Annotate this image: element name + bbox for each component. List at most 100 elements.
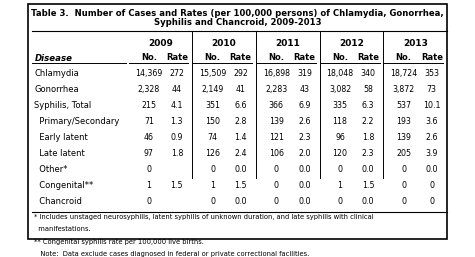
- Text: 193: 193: [396, 117, 411, 126]
- Text: Chlamydia: Chlamydia: [34, 69, 79, 78]
- Text: 0.0: 0.0: [362, 165, 374, 174]
- Text: 0: 0: [401, 181, 406, 190]
- Text: 96: 96: [335, 133, 345, 142]
- Text: 2,328: 2,328: [138, 85, 160, 94]
- Text: 2,149: 2,149: [201, 85, 224, 94]
- Text: 3.6: 3.6: [426, 117, 438, 126]
- Text: No.: No.: [332, 53, 348, 62]
- Text: 6.3: 6.3: [362, 101, 374, 110]
- Text: 340: 340: [361, 69, 376, 78]
- Text: 1: 1: [146, 181, 152, 190]
- Text: 118: 118: [332, 117, 347, 126]
- Text: Rate: Rate: [421, 53, 443, 62]
- Text: 353: 353: [424, 69, 439, 78]
- Text: 10.1: 10.1: [423, 101, 440, 110]
- Text: 2.3: 2.3: [362, 149, 374, 158]
- Text: 1.4: 1.4: [234, 133, 247, 142]
- Text: 1.8: 1.8: [171, 149, 183, 158]
- Text: 2.0: 2.0: [298, 149, 311, 158]
- Text: 272: 272: [170, 69, 184, 78]
- Text: 0.0: 0.0: [234, 165, 247, 174]
- Text: 74: 74: [208, 133, 218, 142]
- Text: 2012: 2012: [339, 39, 364, 48]
- Text: * Includes unstaged neurosyphilis, latent syphilis of unknown duration, and late: * Includes unstaged neurosyphilis, laten…: [34, 214, 374, 220]
- Text: 1.5: 1.5: [362, 181, 374, 190]
- Text: 14,369: 14,369: [135, 69, 162, 78]
- Text: 0: 0: [146, 197, 152, 206]
- Text: Rate: Rate: [166, 53, 188, 62]
- Text: Rate: Rate: [229, 53, 252, 62]
- Text: 73: 73: [427, 85, 437, 94]
- Text: 366: 366: [269, 101, 284, 110]
- Text: 1.3: 1.3: [171, 117, 183, 126]
- Text: 0.0: 0.0: [298, 181, 311, 190]
- Text: No.: No.: [205, 53, 220, 62]
- Text: 120: 120: [332, 149, 348, 158]
- Text: 126: 126: [205, 149, 220, 158]
- Text: Table 3.  Number of Cases and Rates (per 100,000 persons) of Chlamydia, Gonorrhe: Table 3. Number of Cases and Rates (per …: [31, 9, 444, 18]
- Text: Rate: Rate: [294, 53, 315, 62]
- Text: 2.2: 2.2: [362, 117, 374, 126]
- Text: 2010: 2010: [212, 39, 237, 48]
- Text: 46: 46: [144, 133, 154, 142]
- Text: Syphilis and Chancroid, 2009-2013: Syphilis and Chancroid, 2009-2013: [154, 18, 321, 27]
- Text: 15,509: 15,509: [199, 69, 226, 78]
- Text: 1: 1: [210, 181, 215, 190]
- Text: 139: 139: [269, 117, 284, 126]
- Text: manifestations.: manifestations.: [34, 226, 91, 233]
- Text: 43: 43: [299, 85, 309, 94]
- Text: 0: 0: [146, 165, 152, 174]
- Text: 3.9: 3.9: [426, 149, 438, 158]
- Text: Disease: Disease: [34, 54, 72, 63]
- Text: Chancroid: Chancroid: [34, 197, 82, 206]
- Text: Syphilis, Total: Syphilis, Total: [34, 101, 92, 110]
- Text: No.: No.: [396, 53, 412, 62]
- Text: Primary/Secondary: Primary/Secondary: [34, 117, 120, 126]
- Text: 0.0: 0.0: [298, 165, 311, 174]
- Text: 335: 335: [332, 101, 348, 110]
- Text: 537: 537: [396, 101, 411, 110]
- Text: 6.9: 6.9: [298, 101, 311, 110]
- Text: 1.8: 1.8: [362, 133, 374, 142]
- Text: 215: 215: [142, 101, 156, 110]
- Text: 4.1: 4.1: [171, 101, 183, 110]
- Text: Rate: Rate: [357, 53, 379, 62]
- Text: 205: 205: [396, 149, 411, 158]
- Text: 0: 0: [338, 165, 342, 174]
- Text: 41: 41: [236, 85, 246, 94]
- Text: 2.6: 2.6: [426, 133, 438, 142]
- Text: 0: 0: [338, 197, 342, 206]
- Text: 6.6: 6.6: [234, 101, 247, 110]
- Text: 0: 0: [401, 197, 406, 206]
- Text: 44: 44: [172, 85, 182, 94]
- Text: ** Congenital syphilis rate per 100,000 live births.: ** Congenital syphilis rate per 100,000 …: [34, 239, 204, 245]
- Text: 0.0: 0.0: [362, 197, 374, 206]
- Text: No.: No.: [141, 53, 157, 62]
- Text: 97: 97: [144, 149, 154, 158]
- Text: 2.3: 2.3: [298, 133, 311, 142]
- Text: Gonorrhea: Gonorrhea: [34, 85, 79, 94]
- Text: 2.8: 2.8: [234, 117, 247, 126]
- Text: 0.0: 0.0: [426, 165, 438, 174]
- Text: 0: 0: [274, 197, 279, 206]
- Text: 1: 1: [338, 181, 342, 190]
- Text: 0: 0: [210, 165, 215, 174]
- Text: Note:  Data exclude cases diagnosed in federal or private correctional facilitie: Note: Data exclude cases diagnosed in fe…: [34, 251, 310, 257]
- Text: 121: 121: [269, 133, 284, 142]
- Text: 0.0: 0.0: [234, 197, 247, 206]
- Text: 106: 106: [269, 149, 284, 158]
- Text: 292: 292: [233, 69, 248, 78]
- Text: 18,048: 18,048: [326, 69, 353, 78]
- Text: 0.0: 0.0: [298, 197, 311, 206]
- Text: 2.6: 2.6: [298, 117, 311, 126]
- Text: 0: 0: [401, 165, 406, 174]
- Text: Early latent: Early latent: [34, 133, 88, 142]
- FancyBboxPatch shape: [28, 4, 447, 239]
- Text: 0: 0: [274, 165, 279, 174]
- Text: 0: 0: [274, 181, 279, 190]
- Text: 0: 0: [210, 197, 215, 206]
- Text: 71: 71: [144, 117, 154, 126]
- Text: 2011: 2011: [276, 39, 300, 48]
- Text: 2.4: 2.4: [234, 149, 247, 158]
- Text: 2,283: 2,283: [265, 85, 287, 94]
